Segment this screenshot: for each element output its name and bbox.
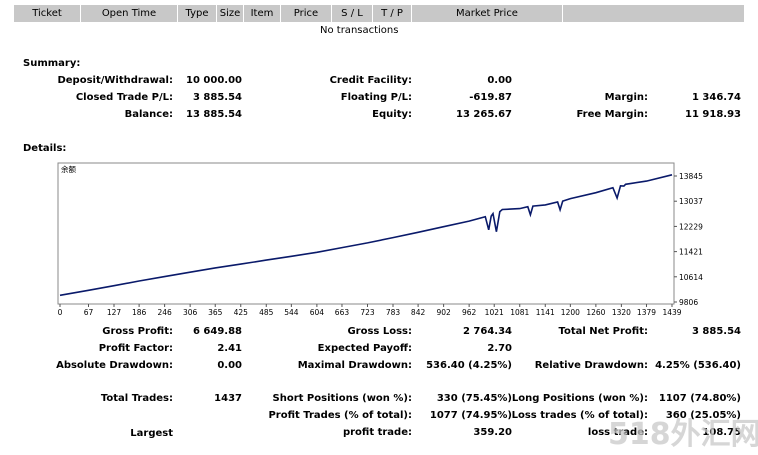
x-tick-label: 1141 (536, 308, 555, 317)
column-header-size[interactable]: Size (217, 5, 244, 22)
equity-label: Equity: (372, 109, 412, 120)
profit-factor-value: 2.41 (217, 343, 242, 354)
total-trades-label: Total Trades: (100, 393, 173, 404)
column-header-type[interactable]: Type (178, 5, 217, 22)
absolute-drawdown-value: 0.00 (217, 360, 242, 371)
no-transactions-text: No transactions (320, 25, 399, 36)
largest-loss-value: 108.75 (702, 427, 741, 438)
x-tick-label: 127 (107, 308, 122, 317)
floating-pl-label: Floating P/L: (340, 92, 412, 103)
x-tick-label: 604 (310, 308, 325, 317)
x-axis: 0 67 127 186 246 306 365 425 485 544 604 663 723 783 8… (58, 304, 682, 317)
gross-profit-value: 6 649.88 (192, 326, 242, 337)
positions-table-header: Ticket Open Time Type Size Item Price S … (14, 5, 744, 22)
x-tick-label: 1260 (586, 308, 605, 317)
relative-drawdown-label: Relative Drawdown: (534, 360, 648, 371)
gross-loss-value: 2 764.34 (462, 326, 512, 337)
column-header-item[interactable]: Item (244, 5, 281, 22)
profit-factor-label: Profit Factor: (98, 343, 173, 354)
total-net-profit-label: Total Net Profit: (558, 326, 648, 337)
x-tick-label: 246 (157, 308, 172, 317)
y-tick-label: 13037 (679, 197, 703, 206)
deposit-label: Deposit/Withdrawal: (57, 75, 173, 86)
y-tick-label: 9806 (679, 298, 698, 307)
credit-value: 0.00 (487, 75, 512, 86)
y-tick-label: 13845 (679, 172, 703, 181)
balance-label: Balance: (124, 109, 173, 120)
y-axis: 9806 10614 11421 12229 13037 13845 (674, 172, 703, 307)
x-tick-label: 962 (462, 308, 477, 317)
profit-trades-label: Profit Trades (% of total): (268, 410, 412, 421)
chart-plot-area (57, 162, 675, 305)
free-margin-label: Free Margin: (576, 109, 648, 120)
expected-payoff-value: 2.70 (487, 343, 512, 354)
column-header-open-time[interactable]: Open Time (81, 5, 178, 22)
x-tick-label: 663 (335, 308, 350, 317)
x-tick-label: 365 (208, 308, 223, 317)
x-tick-label: 1379 (637, 308, 656, 317)
largest-profit-label: profit trade: (342, 427, 412, 438)
balance-value: 13 885.54 (186, 109, 242, 120)
summary-title: Summary: (23, 58, 81, 69)
maximal-drawdown-value: 536.40 (4.25%) (426, 360, 512, 371)
x-tick-label: 0 (58, 308, 63, 317)
x-tick-label: 485 (259, 308, 274, 317)
loss-trades-label: Loss trades (% of total): (511, 410, 648, 421)
y-tick-label: 11421 (679, 248, 703, 257)
x-tick-label: 67 (84, 308, 94, 317)
gross-loss-label: Gross Loss: (347, 326, 412, 337)
largest-loss-label: loss trade: (587, 427, 648, 438)
margin-label: Margin: (604, 92, 648, 103)
x-tick-label: 902 (436, 308, 451, 317)
y-tick-label: 12229 (679, 222, 703, 231)
floating-pl-value: -619.87 (469, 92, 512, 103)
expected-payoff-label: Expected Payoff: (317, 343, 412, 354)
column-header-sl[interactable]: S / L (332, 5, 373, 22)
x-tick-label: 306 (183, 308, 198, 317)
balance-chart: 余额 0 67 127 186 246 306 365 425 485 544 604 663 723 7… (57, 162, 703, 317)
balance-series-line (59, 174, 673, 297)
equity-value: 13 265.67 (456, 109, 512, 120)
largest-profit-value: 359.20 (473, 427, 512, 438)
closed-pl-value: 3 885.54 (192, 92, 242, 103)
x-tick-label: 186 (132, 308, 147, 317)
loss-trades-value: 360 (25.05%) (665, 410, 741, 421)
column-header-tp[interactable]: T / P (373, 5, 412, 22)
details-title: Details: (23, 143, 67, 154)
profit-trades-value: 1077 (74.95%) (429, 410, 512, 421)
deposit-value: 10 000.00 (186, 75, 242, 86)
credit-label: Credit Facility: (329, 75, 412, 86)
x-tick-label: 842 (411, 308, 426, 317)
absolute-drawdown-label: Absolute Drawdown: (56, 360, 173, 371)
x-tick-label: 723 (360, 308, 375, 317)
x-tick-label: 1021 (485, 308, 504, 317)
total-net-profit-value: 3 885.54 (691, 326, 741, 337)
relative-drawdown-value: 4.25% (536.40) (655, 360, 741, 371)
short-positions-value: 330 (75.45%) (436, 393, 512, 404)
x-tick-label: 425 (234, 308, 249, 317)
total-trades-value: 1437 (214, 393, 242, 404)
free-margin-value: 11 918.93 (685, 109, 741, 120)
x-tick-label: 544 (284, 308, 299, 317)
column-header-market-price[interactable]: Market Price (412, 5, 563, 22)
long-positions-label: Long Positions (won %): (511, 393, 648, 404)
closed-pl-label: Closed Trade P/L: (75, 92, 173, 103)
long-positions-value: 1107 (74.80%) (658, 393, 741, 404)
x-tick-label: 1200 (561, 308, 580, 317)
maximal-drawdown-label: Maximal Drawdown: (297, 360, 412, 371)
short-positions-label: Short Positions (won %): (272, 393, 412, 404)
x-tick-label: 1320 (612, 308, 631, 317)
watermark-text: 518外汇网 (608, 417, 758, 452)
column-header-price[interactable]: Price (281, 5, 332, 22)
column-header-ticket[interactable]: Ticket (14, 5, 81, 22)
largest-label: Largest (130, 428, 173, 439)
x-tick-label: 1439 (662, 308, 681, 317)
x-tick-label: 1081 (510, 308, 529, 317)
x-tick-label: 783 (386, 308, 401, 317)
watermark-logo: 518外汇网 (608, 417, 758, 452)
margin-value: 1 346.74 (691, 92, 741, 103)
gross-profit-label: Gross Profit: (102, 326, 173, 337)
chart-title: 余额 (61, 164, 76, 174)
y-tick-label: 10614 (679, 273, 703, 282)
